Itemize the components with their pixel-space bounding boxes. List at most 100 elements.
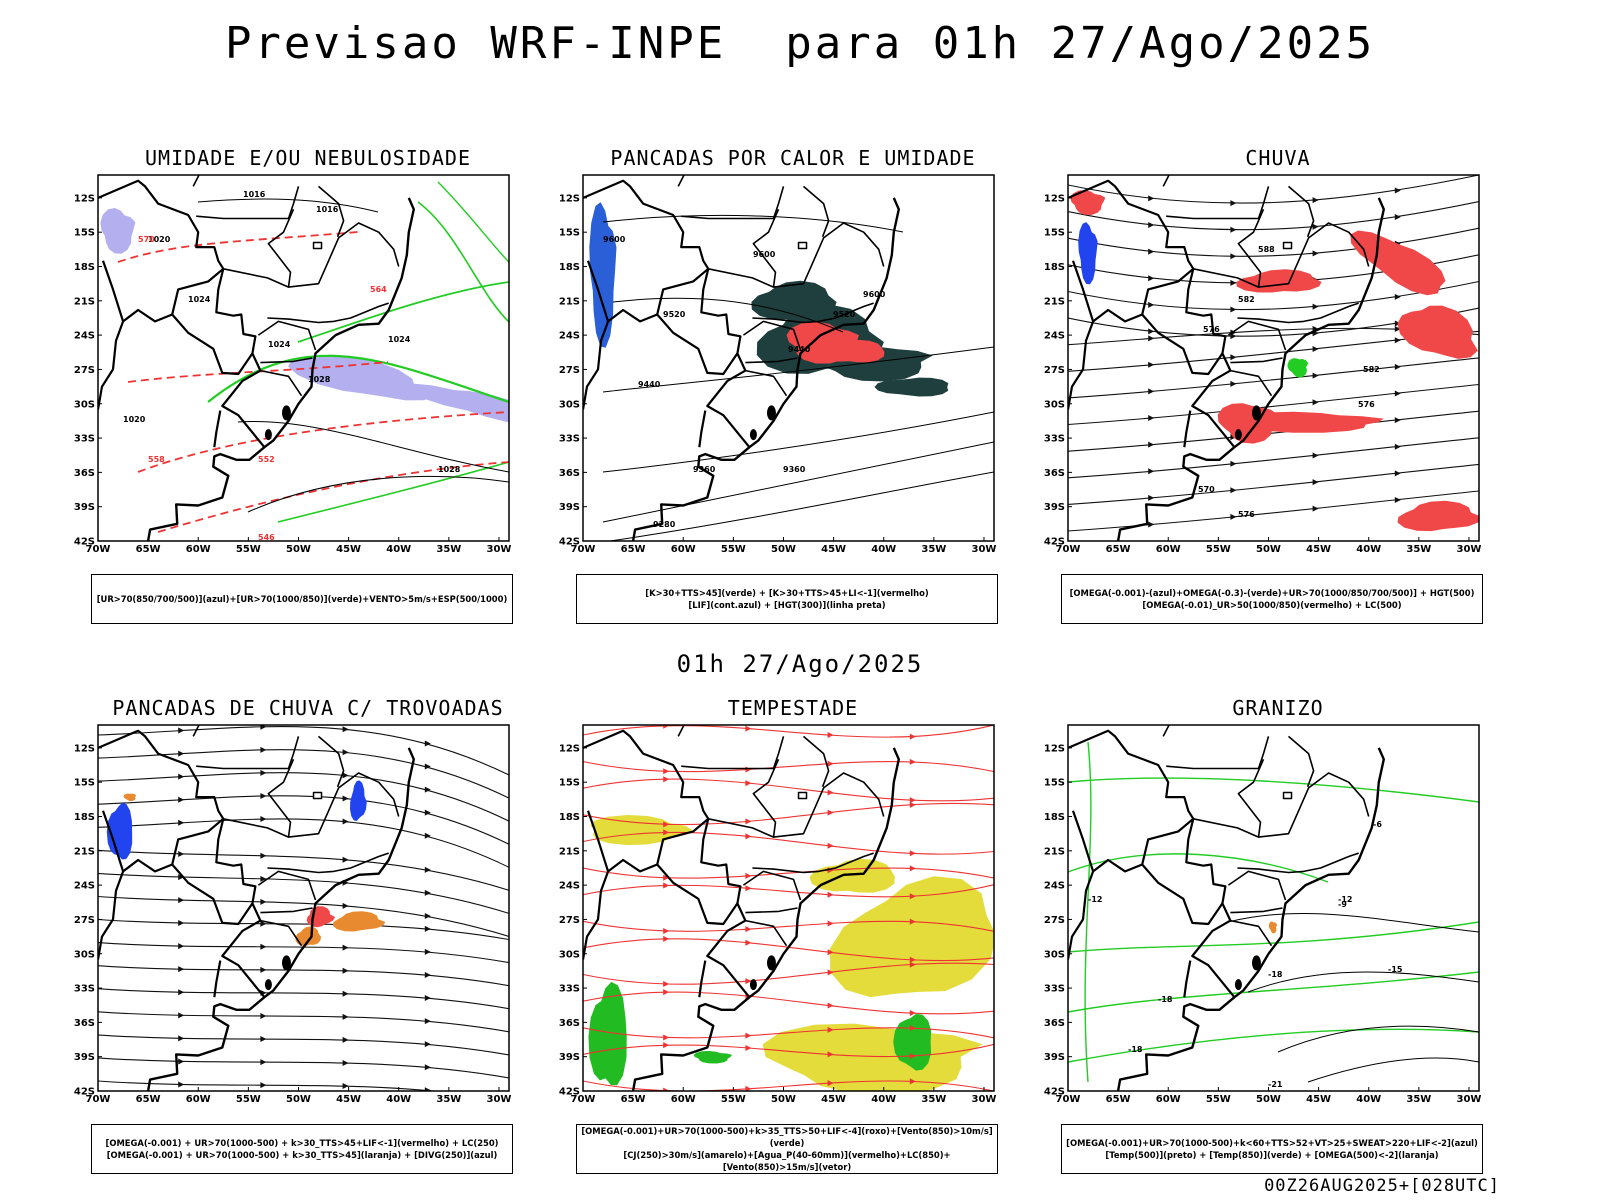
stream-arrow [342,1083,349,1090]
lon-tick-label: 65W [1106,1094,1131,1102]
contour-label: -21 [1268,1080,1283,1089]
stream-arrow [1148,301,1155,308]
lat-tick-label: 12S [559,743,580,754]
stream-arrow [424,832,431,839]
state-border [1230,919,1273,947]
stream-arrow [424,1064,431,1071]
moisture-green-contour [437,181,509,263]
contour-label: -9 [1338,900,1347,909]
lat-tick-label: 21S [74,846,95,857]
moisture-high-blue [100,208,136,254]
stream-arrow [178,1081,185,1088]
contour-label: 1028 [308,375,331,384]
country-border [98,321,125,410]
stream-arrow [1230,200,1237,207]
country-border [656,313,739,376]
lat-tick-label: 42S [559,537,580,548]
rain-green [1287,358,1309,378]
lon-tick-label: 45W [1306,544,1331,552]
stream-arrow [178,796,185,803]
state-border [1230,369,1273,397]
state-border [257,320,317,351]
stream-arrow [1394,326,1401,333]
stream-arrow [260,1012,267,1019]
stream-arrow [342,1036,349,1043]
map-border [97,724,510,1092]
state-border [1162,175,1170,187]
lon-tick-label: 50W [1256,544,1281,552]
legend-line: [OMEGA(-0.001) + UR>70(1000-500) + k>30_… [105,1138,499,1148]
contour-label: 9520 [663,310,686,319]
stream-arrow [424,786,431,793]
legend-box: [OMEGA(-0.001)+UR>70(1000-500)+k>35_TTS>… [576,1124,998,1174]
state-border [267,852,389,874]
state-border [1166,736,1270,770]
lon-tick-label: 70W [571,544,596,552]
temp850-contour [1068,971,1479,1013]
contour-label: 1020 [148,235,171,244]
country-border [1071,810,1195,873]
lon-tick-label: 40W [871,1094,896,1102]
state-border [708,758,780,838]
country-border [698,410,707,448]
lon-tick-label: 35W [1406,544,1431,552]
stream-arrow [663,882,670,889]
coastline [146,747,415,1091]
lon-tick-label: 30W [971,544,996,552]
lon-tick-label: 60W [1156,1094,1181,1102]
streamline [98,988,509,1010]
streamline [98,1080,439,1091]
panel-tempestade: TEMPESTADE 12S 15S 18S 21S 24S 27S 30S 33S 36S 39… [543,696,1043,1176]
lat-tick-label: 33S [1044,434,1065,445]
lon-tick-label: 30W [971,1094,996,1102]
country-border [656,863,739,926]
thickness-contour [137,411,509,473]
federal-district [1282,791,1293,800]
lat-tick-label: 39S [559,502,580,513]
wind-green [588,981,627,1086]
lat-tick-label: 12S [74,743,95,754]
stream-arrow [1148,361,1155,368]
contour-label: 576 [1358,400,1375,409]
country-border [101,260,225,323]
streamline [98,772,509,822]
stream-arrow [1394,470,1401,477]
stream-arrow [1230,306,1237,313]
contour-label: -18 [1268,970,1283,979]
country-border [1185,268,1236,448]
streamline [583,761,994,773]
legend-line: [OMEGA(-0.001)+UR>70(1000-500)+k<60+TTS>… [1066,1138,1478,1148]
hail-orange [1268,921,1278,934]
thickness-contour [127,361,389,383]
stream-arrow [1394,443,1401,450]
streamline [583,962,994,985]
lagoon [749,979,757,991]
stream-arrow [342,856,349,863]
streamline [98,872,509,914]
stream-arrow [1312,250,1319,257]
rain-red [1350,230,1446,296]
stream-arrow [909,1009,916,1016]
legend-line: [K>30+TTS>45](verde) + [K>30+TTS>45+LI<-… [645,588,929,598]
state-border [1237,852,1359,874]
lon-tick-label: 35W [921,544,946,552]
stream-arrow [1148,328,1155,335]
contour-label: 1024 [268,340,291,349]
instability-teal [874,377,949,397]
state-border [196,186,300,220]
stream-arrow [260,852,267,859]
legend-line: [CJ(250)>30m/s](amarelo)+[Agua_P(40-60mm… [623,1150,951,1172]
lon-tick-label: 50W [286,544,311,552]
state-border [288,772,400,838]
country-border [586,810,710,873]
lagoon [264,429,272,441]
state-border [1166,186,1270,220]
lon-tick-label: 55W [236,1094,261,1102]
lat-tick-label: 36S [74,468,95,479]
state-border [317,735,345,788]
stream-arrow [260,725,267,730]
state-border [752,302,874,324]
lon-tick-label: 50W [286,1094,311,1102]
streamline [98,795,509,845]
